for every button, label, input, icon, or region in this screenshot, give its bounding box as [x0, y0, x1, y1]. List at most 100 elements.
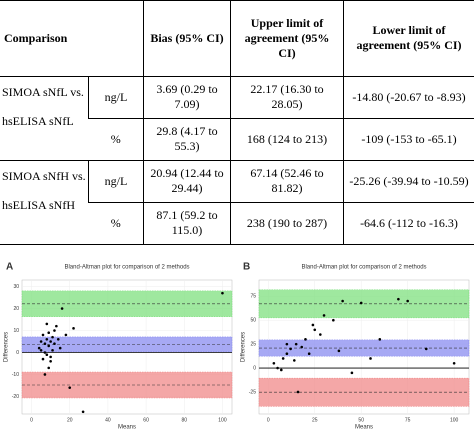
data-point	[322, 314, 326, 317]
data-point	[58, 346, 62, 350]
unit-cell: ng/L	[88, 159, 144, 203]
data-point	[81, 410, 85, 414]
data-point	[285, 342, 289, 346]
data-point	[296, 390, 300, 394]
value-cell: 238 (190 to 287)	[230, 201, 344, 246]
data-point	[51, 348, 54, 352]
data-point	[41, 333, 45, 337]
data-point	[272, 361, 276, 365]
header-cell: Bias (95% CI)	[143, 0, 231, 77]
data-point	[307, 352, 311, 355]
y-tick-label: 20	[13, 306, 19, 312]
y-tick-label: 10	[13, 328, 19, 334]
data-point	[43, 373, 47, 376]
unit-cell: %	[88, 201, 144, 246]
value-cell: 168 (124 to 213)	[230, 117, 344, 161]
y-tick-label: 0	[16, 350, 19, 356]
value-cell: 87.1 (59.2 to 115.0)	[143, 201, 231, 246]
data-point	[378, 338, 382, 341]
y-tick-label: -10	[12, 372, 19, 378]
value-cell: -64.6 (-112 to -16.3)	[343, 201, 474, 246]
value-cell: 20.94 (12.44 to 29.44)	[143, 159, 231, 203]
y-axis-label: Differences	[4, 332, 10, 362]
x-tick-label: 75	[405, 417, 411, 423]
data-point	[300, 345, 304, 349]
data-point	[53, 342, 56, 346]
data-point	[359, 301, 363, 305]
value-cell: -109 (-153 to -65.1)	[343, 117, 474, 161]
data-point	[56, 338, 60, 341]
data-point	[452, 361, 456, 365]
comparison-cell: SIMOA sNfL vs. hsELISA sNfL	[0, 75, 89, 161]
value-cell: 22.17 (16.30 to 28.05)	[230, 75, 344, 119]
data-point	[280, 368, 283, 372]
y-tick-label: 25	[250, 341, 256, 347]
table-row: % 87.1 (59.2 to 115.0) 238 (190 to 287) -64…	[0, 201, 474, 246]
data-point	[37, 346, 41, 350]
data-point	[350, 371, 354, 375]
value-cell: 3.69 (0.29 to 7.09)	[143, 75, 231, 119]
header-cell: Comparison	[0, 0, 144, 77]
data-point	[49, 355, 52, 359]
value-cell: 29.8 (4.17 to 55.3)	[143, 117, 231, 161]
data-point	[293, 359, 296, 362]
data-point	[337, 349, 341, 353]
data-point	[47, 344, 51, 348]
x-axis-label: Means	[355, 425, 373, 430]
data-point	[55, 324, 58, 328]
data-point	[64, 333, 68, 337]
data-point	[341, 299, 344, 303]
data-point	[60, 307, 64, 310]
table-row: % 29.8 (4.17 to 55.3) 168 (124 to 213) -109…	[0, 117, 474, 161]
y-axis-label: Differences	[241, 332, 247, 362]
data-point	[276, 366, 279, 370]
x-tick-label: 20	[67, 417, 73, 423]
data-point	[285, 352, 289, 355]
header-row: Comparison Bias (95% CI) Upper limit of …	[0, 0, 474, 77]
y-tick-label: 30	[13, 284, 19, 290]
header-cell: Lower limit of agreement (95% CI)	[343, 0, 474, 77]
value-cell: -25.26 (-39.94 to -10.59)	[343, 159, 474, 203]
y-tick-label: 75	[250, 294, 256, 300]
unit-cell: %	[88, 117, 144, 161]
data-point	[43, 342, 47, 346]
data-point	[332, 318, 335, 322]
data-point	[406, 299, 409, 303]
comparison-text: SIMOA sNfH vs.	[2, 168, 86, 183]
results-table: Comparison Bias (95% CI) Upper limit of …	[0, 0, 474, 246]
data-point	[424, 347, 428, 351]
data-point	[68, 386, 72, 389]
data-point	[45, 322, 49, 326]
unit-cell: ng/L	[88, 75, 144, 119]
x-tick-label: 50	[358, 417, 364, 423]
data-point	[45, 353, 49, 356]
data-point	[47, 331, 51, 335]
chart-title: Bland-Altman plot for comparison of 2 me…	[301, 265, 426, 271]
y-tick-label: 50	[250, 318, 256, 324]
y-tick-label: 0	[253, 365, 256, 371]
data-point	[39, 348, 43, 352]
comparison-text: hsELISA sNfH	[2, 197, 76, 212]
data-point	[45, 338, 49, 341]
data-point	[281, 357, 285, 360]
data-point	[294, 342, 298, 346]
data-point	[319, 333, 322, 336]
data-point	[397, 297, 400, 301]
data-point	[53, 329, 56, 332]
data-point	[221, 291, 224, 295]
panel-label: A	[6, 262, 13, 273]
chart-title: Bland-Altman plot for comparison of 2 me…	[64, 265, 189, 271]
x-tick-label: 25	[312, 417, 318, 423]
data-point	[47, 366, 51, 370]
x-tick-label: 100	[450, 417, 459, 423]
comparison-cell: SIMOA sNfH vs. hsELISA sNfH	[0, 159, 89, 246]
data-point	[43, 351, 47, 354]
data-point	[311, 323, 315, 327]
data-point	[304, 338, 307, 341]
x-tick-label: 0	[267, 417, 270, 423]
x-tick-label: 60	[143, 417, 149, 423]
value-cell: -14.80 (-20.67 to -8.93)	[343, 75, 474, 119]
chart: B Bland-Altman plot for comparison of 2 m…	[241, 262, 470, 430]
x-tick-label: 80	[181, 417, 187, 423]
x-tick-label: 40	[105, 417, 111, 423]
